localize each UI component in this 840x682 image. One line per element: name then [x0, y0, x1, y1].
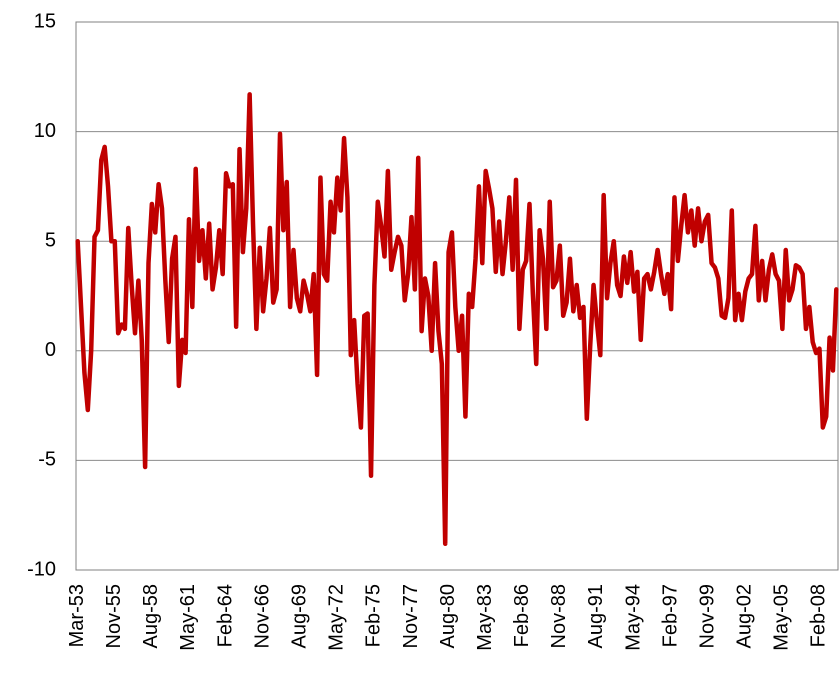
x-tick-label: May-72	[326, 584, 348, 651]
x-tick-label: Feb-08	[808, 584, 830, 647]
x-tick-label: Aug-69	[288, 584, 310, 649]
x-tick-label: May-83	[474, 584, 496, 651]
x-tick-label: Feb-86	[511, 584, 533, 647]
x-tick-label: Feb-64	[214, 584, 236, 647]
x-tick-label: Nov-55	[103, 584, 125, 648]
chart: -10 -5 0 5 10 15 Mar-53 Nov-55 Aug-58 May-61 Feb-6…	[0, 0, 840, 682]
y-tick-label: 0	[45, 339, 56, 361]
y-tick-label: 5	[45, 229, 56, 251]
x-tick-label: Mar-53	[66, 584, 88, 647]
x-tick-label: Aug-80	[437, 584, 459, 649]
x-tick-label: May-94	[622, 584, 644, 651]
x-tick-label: Feb-97	[659, 584, 681, 647]
x-tick-label: Aug-58	[140, 584, 162, 649]
y-tick-label: 10	[34, 120, 56, 142]
x-tick-label: Nov-77	[400, 584, 422, 648]
x-tick-label: Nov-99	[696, 584, 718, 648]
x-tick-label: May-05	[771, 584, 793, 651]
x-tick-label: Aug-91	[585, 584, 607, 649]
y-tick-label: -5	[38, 449, 56, 471]
y-tick-label: -10	[27, 558, 56, 580]
x-tick-label: Nov-66	[251, 584, 273, 648]
x-tick-label: Aug-02	[734, 584, 756, 649]
y-tick-label: 15	[34, 10, 56, 32]
x-tick-label: May-61	[177, 584, 199, 651]
page: {"chart_data": {"type": "line", "categor…	[0, 0, 840, 682]
x-tick-label: Nov-88	[548, 584, 570, 648]
data-line	[78, 94, 837, 543]
x-tick-label: Feb-75	[363, 584, 385, 647]
